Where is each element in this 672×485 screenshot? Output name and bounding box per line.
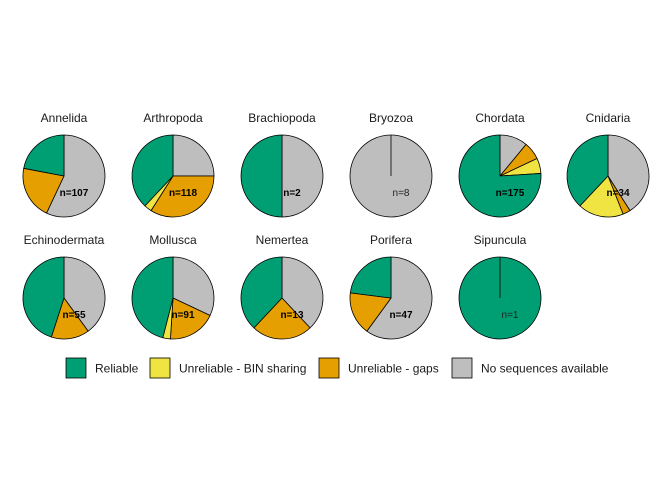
pie-slice-cnidaria-unreliable-bin-sharing <box>579 175 624 218</box>
pie-slice-mollusca-reliable <box>131 256 174 339</box>
legend-swatch-no-sequences-available <box>451 357 473 379</box>
pie-title-bryozoa: Bryozoa <box>369 111 413 125</box>
pie-panel-porifera: Porifera n=47 <box>349 233 433 340</box>
pie-title-porifera: Porifera <box>370 233 412 247</box>
pie-title-sipuncula: Sipuncula <box>474 233 527 247</box>
pie-count-brachiopoda: n=2 <box>283 188 301 199</box>
pie-title-arthropoda: Arthropoda <box>143 111 203 125</box>
pie-title-nemertea: Nemertea <box>256 233 309 247</box>
pie-panel-nemertea: Nemertea n=13 <box>240 233 324 340</box>
legend-swatch-unreliable-gaps <box>318 357 340 379</box>
legend-swatch-unreliable-bin-sharing <box>149 357 171 379</box>
legend-label-unreliable-bin-sharing: Unreliable - BIN sharing <box>179 362 306 376</box>
pie-slice-mollusca-unreliable-gaps <box>170 297 211 340</box>
pie-panel-annelida: Annelida n=107 <box>22 111 106 218</box>
pie-panel-mollusca: Mollusca n=91 <box>131 233 215 340</box>
pie-count-sipuncula: n=1 <box>502 310 519 321</box>
pie-title-mollusca: Mollusca <box>149 233 197 247</box>
pie-slice-mollusca-no-sequences-available <box>172 256 215 316</box>
pie-title-chordata: Chordata <box>475 111 525 125</box>
pie-title-echinodermata: Echinodermata <box>24 233 105 247</box>
legend-label-reliable: Reliable <box>95 362 139 376</box>
pie-panel-sipuncula: Sipuncula n=1 <box>458 233 542 340</box>
pie-slice-nemertea-unreliable-gaps <box>253 297 311 340</box>
pie-count-porifera: n=47 <box>389 310 413 321</box>
pie-slice-porifera-reliable <box>349 256 392 299</box>
pie-panel-chordata: Chordata n=175 <box>458 111 542 218</box>
pie-slice-brachiopoda-no-sequences-available <box>281 134 324 218</box>
pie-slice-echinodermata-reliable <box>22 256 65 338</box>
pie-slice-arthropoda-no-sequences-available <box>172 134 215 177</box>
pie-slice-echinodermata-no-sequences-available <box>63 256 106 332</box>
pie-count-chordata: n=175 <box>496 188 525 199</box>
pie-slice-nemertea-no-sequences-available <box>281 256 324 329</box>
pie-slice-annelida-reliable <box>23 134 65 177</box>
pie-count-cnidaria: n=34 <box>606 188 630 199</box>
pie-panel-echinodermata: Echinodermata n=55 <box>22 233 106 340</box>
pie-slice-annelida-no-sequences-available <box>46 134 106 218</box>
pie-title-annelida: Annelida <box>41 111 88 125</box>
pie-slice-porifera-no-sequences-available <box>366 256 433 340</box>
pie-panel-brachiopoda: Brachiopoda n=2 <box>240 111 324 218</box>
pie-slice-brachiopoda-reliable <box>240 134 283 218</box>
pie-slice-cnidaria-reliable <box>566 134 609 207</box>
pie-panel-arthropoda: Arthropoda n=118 <box>131 111 215 218</box>
pie-slice-annelida-unreliable-gaps <box>22 167 65 214</box>
pie-slice-arthropoda-reliable <box>131 134 174 207</box>
pie-panel-cnidaria: Cnidaria n=34 <box>566 111 650 218</box>
pie-count-bryozoa: n=8 <box>393 188 410 199</box>
pie-count-arthropoda: n=118 <box>169 188 198 199</box>
pie-count-annelida: n=107 <box>60 188 89 199</box>
legend-label-no-sequences-available: No sequences available <box>481 362 609 376</box>
legend-swatch-reliable <box>65 357 87 379</box>
pie-count-nemertea: n=13 <box>280 310 304 321</box>
pie-title-cnidaria: Cnidaria <box>586 111 631 125</box>
pie-slice-chordata-reliable <box>458 134 542 218</box>
pie-count-mollusca: n=91 <box>171 310 195 321</box>
chart-legend: Reliable Unreliable - BIN sharing Unreliab… <box>65 357 609 379</box>
pie-count-echinodermata: n=55 <box>62 310 86 321</box>
pie-panel-bryozoa: Bryozoa n=8 <box>349 111 433 218</box>
pie-slice-nemertea-reliable <box>240 256 283 329</box>
legend-label-unreliable-gaps: Unreliable - gaps <box>348 362 439 376</box>
pie-title-brachiopoda: Brachiopoda <box>248 111 316 125</box>
pie-slice-porifera-unreliable-gaps <box>349 292 392 332</box>
